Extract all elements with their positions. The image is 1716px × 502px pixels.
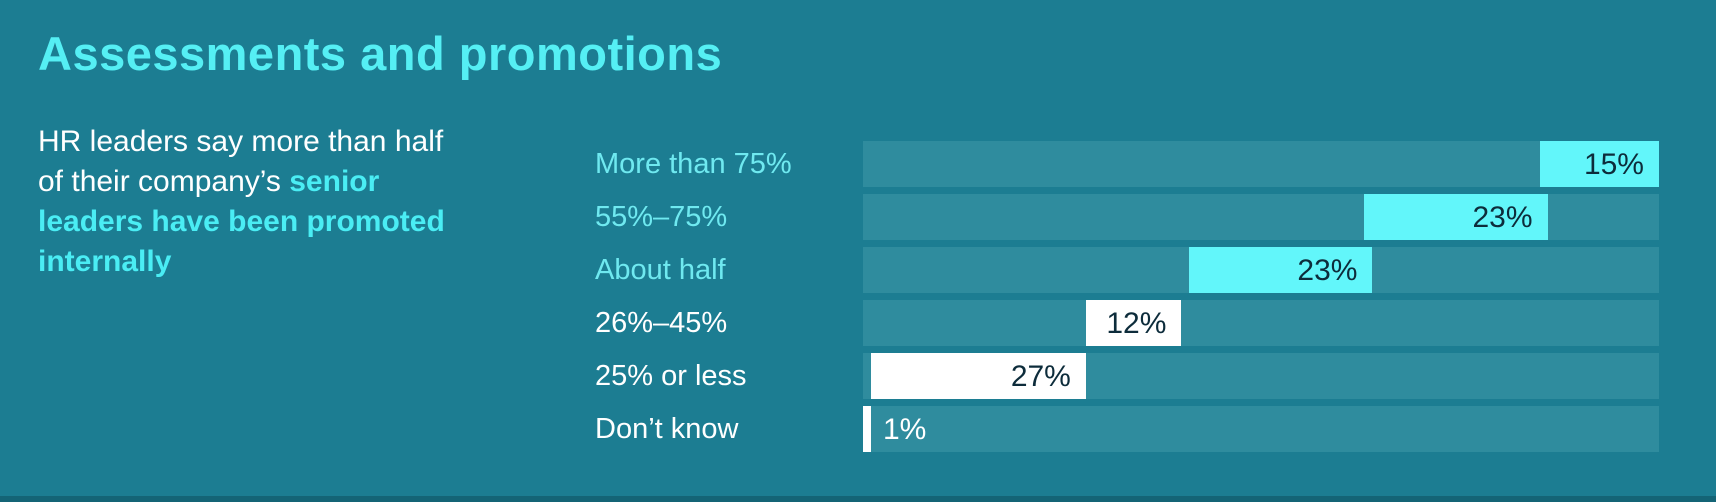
bar-value: 23% [1472, 201, 1533, 234]
bar-chart: More than 75% 15% 55%–75% 23% About half… [595, 141, 1659, 459]
bar-segment: 15% [1539, 141, 1659, 187]
bar-segment: 23% [1364, 194, 1548, 240]
bar-track: 1% [863, 406, 1659, 452]
bar-track: 27% [863, 353, 1659, 399]
chart-row: 55%–75% 23% [595, 194, 1659, 240]
row-label: Don’t know [595, 412, 739, 445]
bar-value: 23% [1297, 254, 1358, 287]
chart-row: 25% or less 27% [595, 353, 1659, 399]
row-label: 55%–75% [595, 200, 728, 233]
bar-track: 15% [863, 141, 1659, 187]
page-title: Assessments and promotions [38, 27, 723, 80]
bar-value: 15% [1583, 148, 1644, 181]
row-label: About half [595, 253, 726, 286]
row-label: 26%–45% [595, 306, 728, 339]
bottom-edge-strip [0, 496, 1716, 502]
lede-highlight: senior leaders have been promoted intern… [38, 165, 445, 278]
bar-value: 12% [1106, 307, 1167, 340]
chart-row: Don’t know 1% [595, 406, 1659, 452]
bar-segment [863, 406, 871, 452]
row-label: More than 75% [595, 147, 792, 180]
bar-value: 1% [882, 413, 927, 446]
bar-segment: 12% [1085, 300, 1182, 346]
bar-segment: 23% [1189, 247, 1373, 293]
chart-row: 26%–45% 12% [595, 300, 1659, 346]
row-label: 25% or less [595, 359, 747, 392]
lede-text: HR leaders say more than half of their c… [38, 122, 462, 282]
bar-track: 23% [863, 194, 1659, 240]
lede-normal: HR leaders say more than half of their c… [38, 125, 444, 198]
bar-value: 27% [1010, 360, 1071, 393]
chart-row: More than 75% 15% [595, 141, 1659, 187]
bar-track: 23% [863, 247, 1659, 293]
chart-row: About half 23% [595, 247, 1659, 293]
bar-track: 12% [863, 300, 1659, 346]
bar-segment: 27% [870, 353, 1086, 399]
